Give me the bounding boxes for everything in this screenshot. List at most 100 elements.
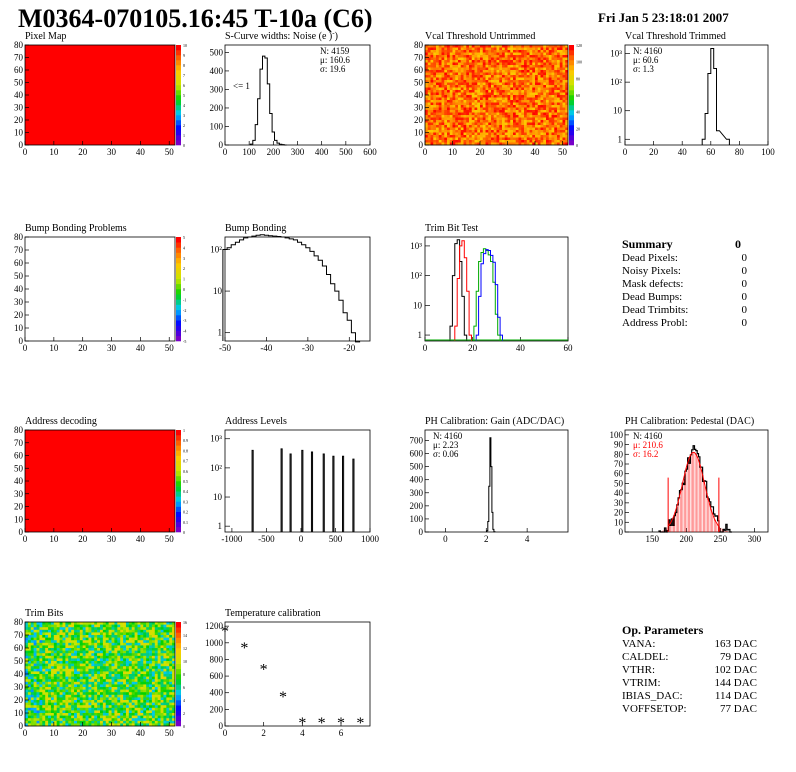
heatmap-cell [474,132,478,136]
heatmap-cell [111,681,115,685]
heatmap-cell [42,681,46,685]
heatmap-cell [510,132,514,136]
heatmap-cell [65,687,69,690]
heatmap-cell [160,694,164,698]
heatmap-cell [157,679,161,683]
heatmap-cell [74,692,78,696]
heatmap-cell [460,135,464,138]
heatmap-cell [25,658,29,662]
heatmap-cell [554,100,558,103]
heatmap-cell [27,663,32,667]
heatmap-cell [526,140,530,143]
heatmap-cell [507,125,511,128]
heatmap-cell [154,624,158,628]
heatmap-cell [559,82,563,86]
palette-segment [569,45,574,51]
heatmap-cell [48,713,52,716]
heatmap-cell [146,707,150,711]
heatmap-cell [157,687,161,690]
heatmap-cell [94,723,98,727]
heatmap-cell [535,55,539,58]
heatmap-cell [117,689,121,693]
heatmap-cell [477,122,481,126]
heatmap-cell [91,684,95,688]
heatmap-cell [441,55,445,58]
heatmap-cell [557,87,561,91]
heatmap-cell [529,77,533,81]
heatmap-cell [444,92,448,96]
heatmap-cell [532,97,536,101]
heatmap-cell [65,681,69,685]
heatmap-cell [471,85,475,88]
heatmap-cell [562,100,566,103]
heatmap-cell [125,645,130,649]
heatmap-cell [510,60,514,63]
heatmap-cell [466,95,470,98]
heatmap-cell [447,50,451,53]
heatmap-cell [515,97,519,101]
heatmap-cell [117,694,121,698]
heatmap-cell [430,80,434,83]
heatmap-cell [143,718,147,722]
heatmap-cell [460,67,464,71]
heatmap-cell [97,645,101,649]
heatmap-cell [548,132,552,136]
heatmap-cell [62,710,66,714]
heatmap-cell [48,666,52,670]
heatmap-cell [131,715,135,719]
heatmap-cell [114,694,118,698]
heatmap-cell [108,710,112,714]
heatmap-cell [91,689,95,693]
heatmap-cell [518,57,522,61]
palette-segment [176,65,181,71]
heatmap-cell [163,661,167,664]
x-tick-label: 0 [23,147,28,157]
heatmap-cell [557,117,561,121]
heatmap-cell [172,718,176,722]
heatmap-cell [535,107,539,111]
heatmap-cell [543,132,547,136]
heatmap-cell [441,105,445,108]
heatmap-cell [76,663,81,667]
heatmap-cell [114,661,118,664]
heatmap-cell [68,723,72,727]
heatmap-cell [521,65,525,68]
heatmap-cell [160,681,164,685]
heatmap-cell [134,679,138,683]
heatmap-cell [529,110,533,113]
x-tick-label: 10 [49,343,59,353]
histogram-line [222,234,361,343]
heatmap-cell [463,90,467,93]
heatmap-cell [562,92,566,96]
summary-label: Dead Trimbits: [622,304,689,316]
heatmap-cell [513,95,517,98]
palette-tick-label: 60 [576,93,580,98]
heatmap-cell [546,50,550,53]
heatmap-cell [433,107,437,111]
heatmap-cell [488,100,492,103]
heatmap-cell [114,692,118,696]
heatmap-cell [154,720,158,724]
heatmap-cell [88,697,92,701]
heatmap-cell [513,100,517,103]
heatmap-cell [62,658,66,662]
heatmap-cell [515,85,519,88]
heatmap-cell [169,666,173,670]
heatmap-cell [427,62,431,66]
heatmap-cell [557,107,561,111]
heatmap-cell [100,642,104,646]
heatmap-cell [496,130,500,133]
heatmap-cell [458,60,462,63]
heatmap-cell [94,622,98,625]
heatmap-cell [163,642,167,646]
heatmap-cell [540,72,544,76]
heatmap-cell [76,671,81,675]
heatmap-cell [521,92,525,96]
heatmap-cell [562,47,566,51]
heatmap-cell [45,650,49,654]
heatmap-cell [45,705,49,709]
heatmap-cell [131,655,135,659]
heatmap-cell [507,135,511,138]
heatmap-cell [477,50,481,53]
heatmap-cell [438,62,442,66]
